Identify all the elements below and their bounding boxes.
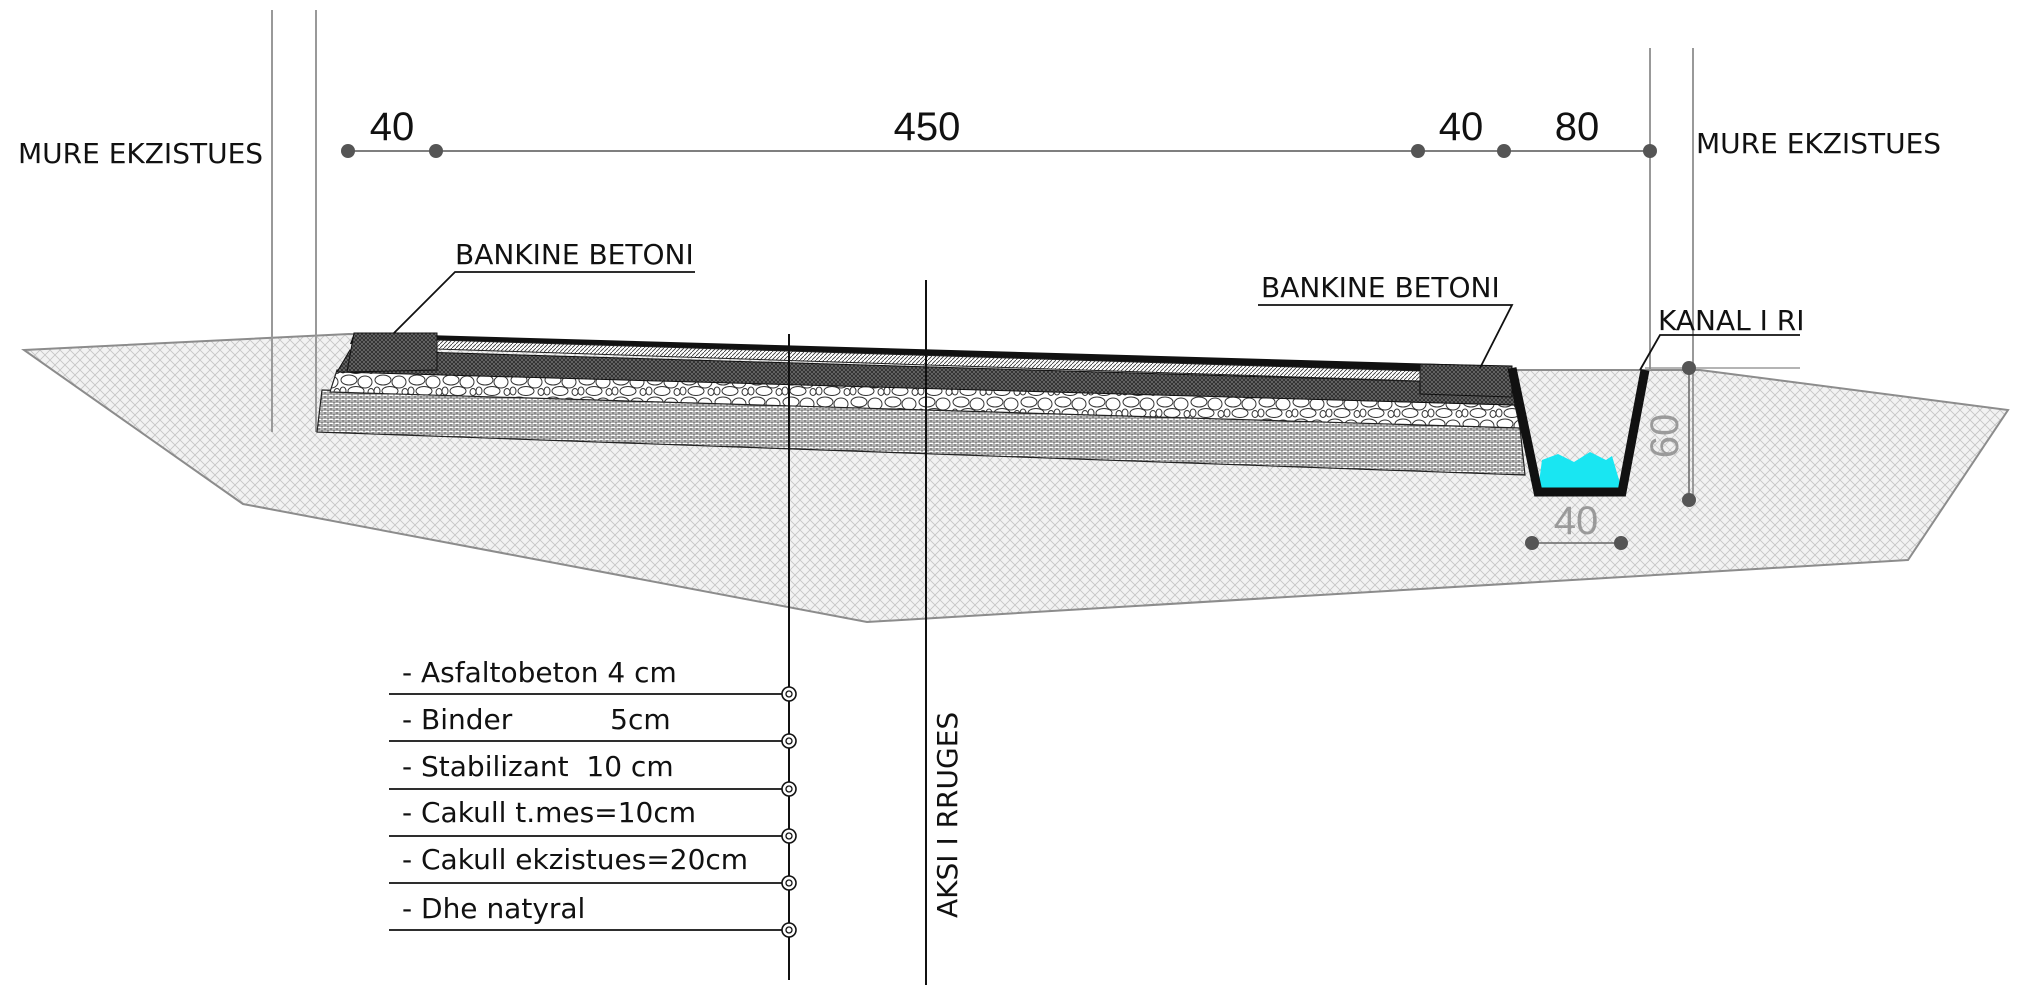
drainage-channel — [1507, 367, 1650, 497]
bankine-left-label: BANKINE BETONI — [455, 238, 694, 271]
layer-marker-3-inner — [785, 785, 793, 793]
dim-dot-1 — [341, 144, 355, 158]
channel-width-dot-2 — [1614, 536, 1628, 550]
layer-label-5: - Cakull ekzistues=20cm — [402, 843, 748, 876]
layer-marker-6-inner — [785, 926, 793, 934]
layer-label-1: - Asfaltobeton 4 cm — [402, 656, 677, 689]
layer-marker-4 — [781, 828, 797, 844]
layer-marker-4-inner — [785, 832, 793, 840]
bankine-right-concrete — [1419, 363, 1513, 398]
layer-marker-5 — [781, 875, 797, 891]
left-wall-label: MURE EKZISTUES — [18, 137, 263, 170]
channel-depth-dot-2 — [1682, 493, 1696, 507]
kanal-label: KANAL I RI — [1658, 304, 1805, 337]
channel-width-dot-1 — [1525, 536, 1539, 550]
dim-dot-5 — [1643, 144, 1657, 158]
leader-bankine-left — [393, 271, 695, 334]
leader-kanal — [1639, 334, 1800, 371]
layer-label-2: - Binder 5cm — [402, 703, 671, 736]
dim-dot-2 — [429, 144, 443, 158]
layer-marker-5-inner — [785, 879, 793, 887]
bankine-left-concrete — [346, 332, 438, 373]
leader-bankine-right — [1258, 304, 1514, 369]
channel-width-text: 40 — [1554, 499, 1599, 543]
right-wall-label: MURE EKZISTUES — [1696, 127, 1941, 160]
channel-depth-dot-1 — [1682, 361, 1696, 375]
layer-marker-1-inner — [785, 690, 793, 698]
layer-legend: - Asfaltobeton 4 cm - Binder 5cm - Stabi… — [389, 656, 797, 938]
layer-marker-3 — [781, 781, 797, 797]
dim-40-right: 40 — [1439, 105, 1484, 149]
dim-80: 80 — [1555, 105, 1600, 149]
dim-dot-3 — [1411, 144, 1425, 158]
layer-label-3: - Stabilizant 10 cm — [402, 750, 674, 783]
layer-marker-2-inner — [785, 737, 793, 745]
layer-marker-2 — [781, 733, 797, 749]
layer-marker-6 — [781, 922, 797, 938]
layer-marker-1 — [781, 686, 797, 702]
dim-40-left: 40 — [370, 105, 415, 149]
layer-label-4: - Cakull t.mes=10cm — [402, 796, 696, 829]
channel-water — [1538, 452, 1622, 490]
bankine-right-label: BANKINE BETONI — [1261, 271, 1500, 304]
channel-depth-text: 60 — [1643, 414, 1687, 459]
road-axis-label: AKSI I RRUGES — [931, 712, 964, 918]
dim-450: 450 — [894, 105, 961, 149]
dim-dot-4 — [1497, 144, 1511, 158]
binder-stripe — [436, 339, 1421, 382]
layer-label-6: - Dhe natyral — [402, 892, 585, 925]
